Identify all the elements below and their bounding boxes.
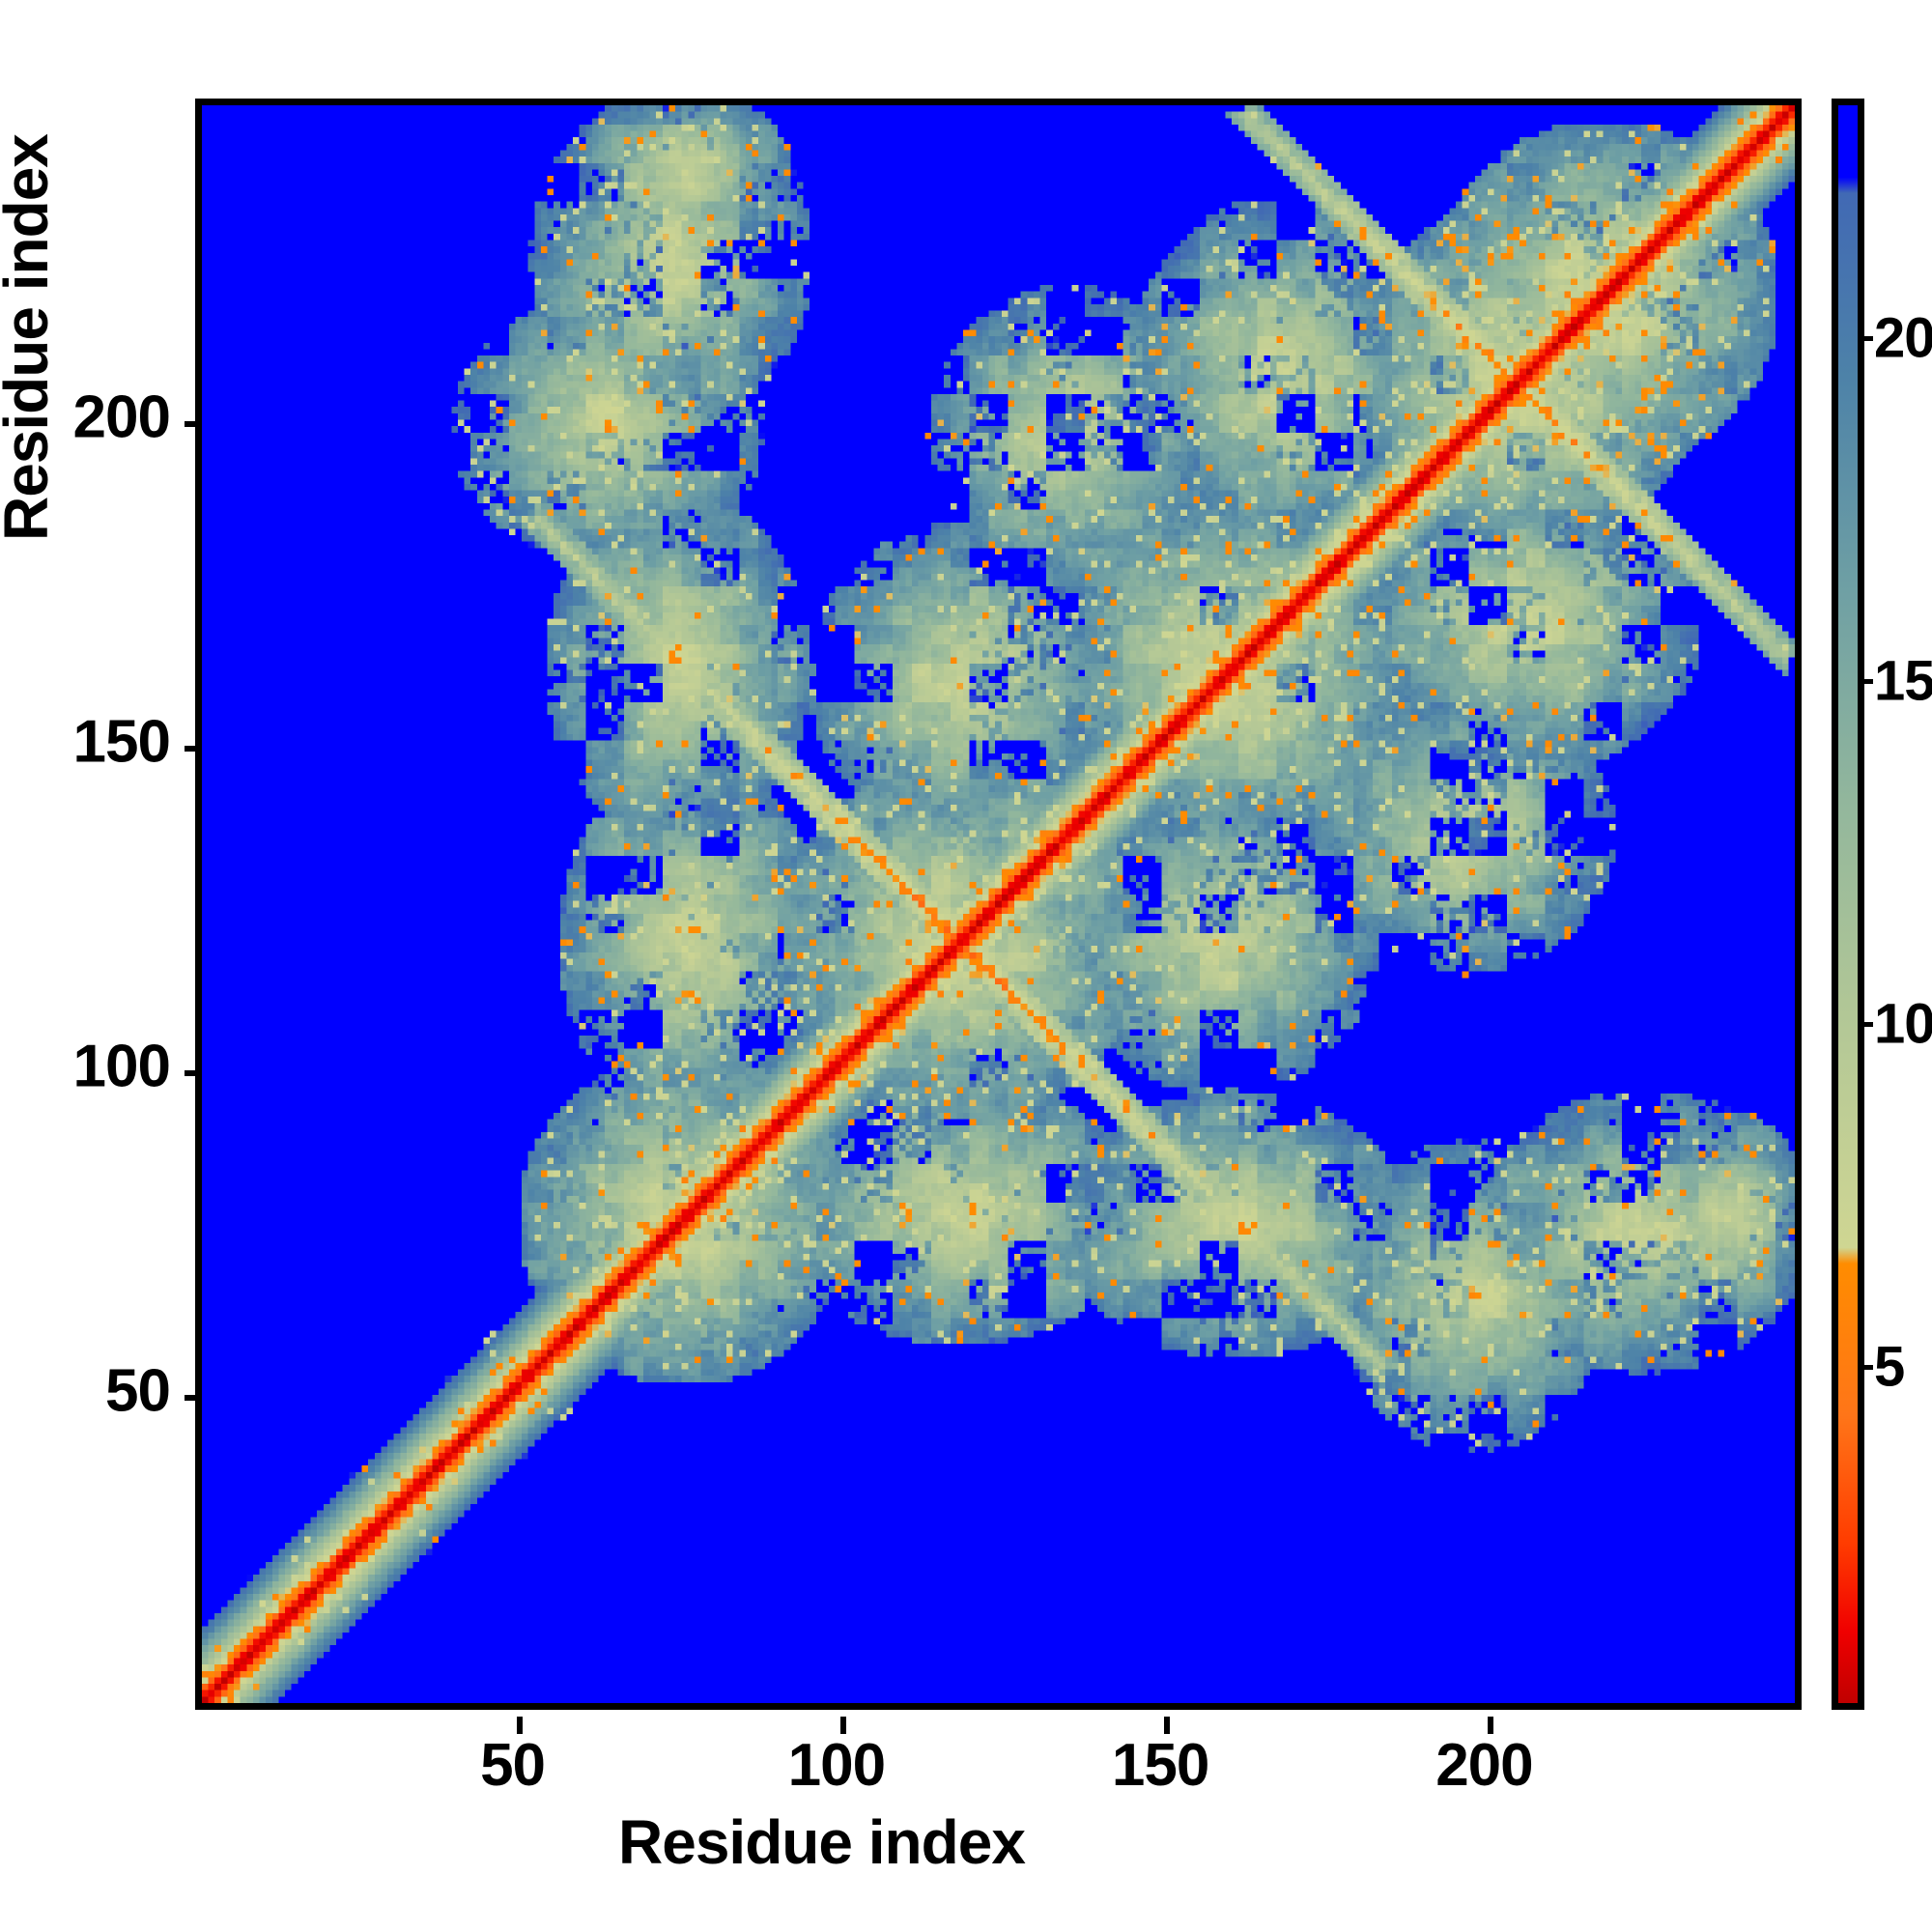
colorbar-label-5: 5 <box>1874 1335 1905 1399</box>
x-axis-title: Residue index <box>618 1807 1026 1877</box>
y-tick-label-50: 50 <box>105 1357 171 1425</box>
colorbar <box>1832 99 1864 1710</box>
x-tick-label-100: 100 <box>787 1732 886 1799</box>
x-tick-150 <box>1164 1717 1171 1734</box>
y-tick-label-100: 100 <box>72 1033 171 1100</box>
y-tick-200 <box>185 420 202 427</box>
x-tick-200 <box>1488 1717 1494 1734</box>
colorbar-tick-10 <box>1861 1022 1873 1028</box>
y-tick-50 <box>185 1395 202 1402</box>
colorbar-tick-20 <box>1861 336 1873 342</box>
x-tick-label-150: 150 <box>1111 1732 1209 1799</box>
x-tick-label-200: 200 <box>1435 1732 1533 1799</box>
x-tick-label-50: 50 <box>480 1732 546 1799</box>
y-axis-title: Residue index <box>0 134 61 541</box>
y-tick-label-200: 200 <box>72 384 171 451</box>
colorbar-label-20: 20 <box>1874 306 1932 370</box>
y-tick-150 <box>185 745 202 752</box>
colorbar-label-15: 15 <box>1874 649 1932 713</box>
colorbar-label-10: 10 <box>1874 992 1932 1056</box>
colorbar-tick-5 <box>1861 1365 1873 1371</box>
y-tick-label-150: 150 <box>72 708 171 776</box>
distance-matrix-heatmap <box>202 105 1795 1703</box>
heatmap-plot-area <box>185 99 1802 1734</box>
colorbar-gradient <box>1838 105 1858 1703</box>
x-tick-100 <box>839 1717 846 1734</box>
x-tick-50 <box>516 1717 523 1734</box>
y-tick-100 <box>185 1070 202 1077</box>
colorbar-tick-15 <box>1861 679 1873 685</box>
